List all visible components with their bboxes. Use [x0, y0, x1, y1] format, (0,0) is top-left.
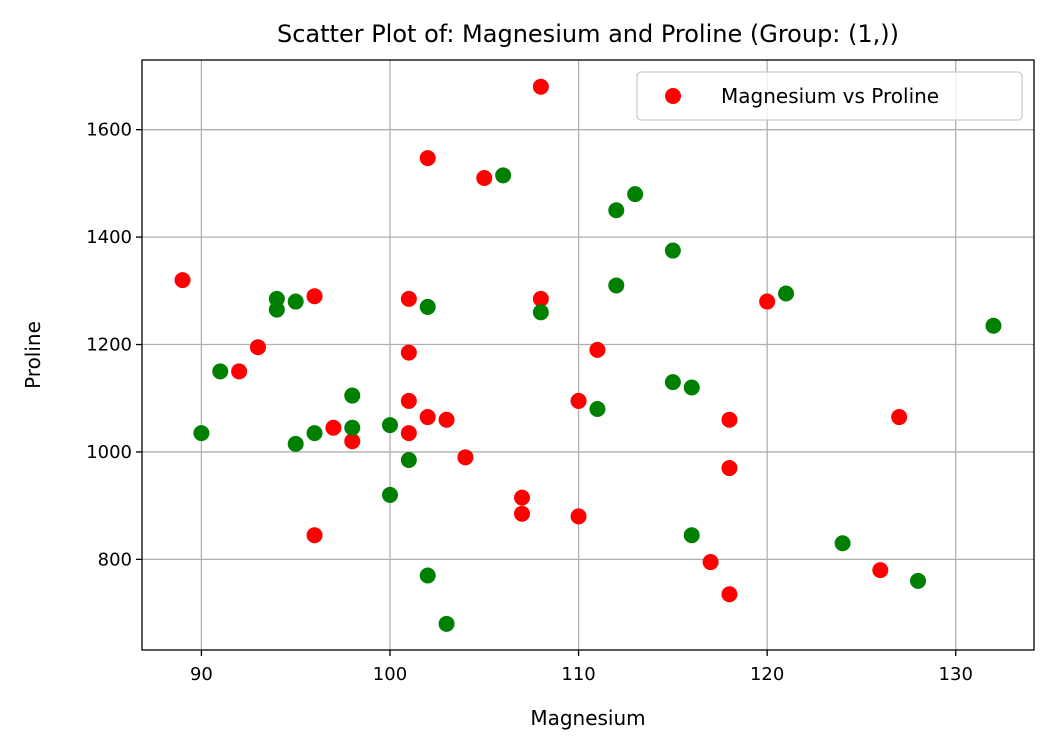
data-point-green [193, 425, 210, 442]
data-points [174, 78, 1002, 632]
y-tick-label: 800 [98, 549, 132, 570]
data-point-red [457, 449, 474, 466]
data-point-green [306, 425, 323, 442]
data-point-red [513, 505, 530, 522]
data-point-red [344, 433, 361, 450]
data-point-red [891, 409, 908, 426]
data-point-green [683, 379, 700, 396]
x-tick-label: 110 [561, 664, 595, 685]
data-point-red [532, 78, 549, 95]
data-point-red [400, 392, 417, 409]
data-point-red [419, 409, 436, 426]
data-point-red [721, 411, 738, 428]
data-point-green [589, 400, 606, 417]
grid [142, 60, 1034, 650]
x-axis-label: Magnesium [530, 706, 645, 730]
data-point-red [702, 554, 719, 571]
data-point-red [476, 170, 493, 187]
data-point-green [664, 242, 681, 259]
data-point-red [325, 419, 342, 436]
data-point-green [985, 317, 1002, 334]
x-tick-label: 100 [373, 664, 407, 685]
data-point-green [438, 615, 455, 632]
legend-label: Magnesium vs Proline [721, 84, 939, 108]
data-point-red [759, 293, 776, 310]
data-point-green [419, 567, 436, 584]
chart-title: Scatter Plot of: Magnesium and Proline (… [277, 20, 899, 48]
data-point-green [608, 277, 625, 294]
data-point-green [683, 527, 700, 544]
data-point-green [212, 363, 229, 380]
y-axis-label: Proline [21, 321, 45, 389]
data-point-green [400, 452, 417, 469]
data-point-green [778, 285, 795, 302]
data-point-red [400, 425, 417, 442]
data-point-red [570, 392, 587, 409]
data-point-red [306, 288, 323, 305]
data-point-red [438, 411, 455, 428]
legend-marker [665, 88, 681, 104]
data-point-red [231, 363, 248, 380]
data-point-red [721, 586, 738, 603]
data-point-green [287, 435, 304, 452]
data-point-green [608, 202, 625, 219]
y-tick-label: 1600 [86, 120, 132, 141]
data-point-green [419, 298, 436, 315]
x-tick-label: 130 [939, 664, 973, 685]
x-tick-label: 120 [750, 664, 784, 685]
plot-frame [141, 59, 1035, 651]
y-tick-label: 1400 [86, 227, 132, 248]
data-point-green [495, 167, 512, 184]
data-point-red [721, 460, 738, 477]
y-tick-label: 1000 [86, 442, 132, 463]
data-point-green [910, 572, 927, 589]
data-point-red [400, 290, 417, 307]
legend-box [636, 71, 1023, 121]
data-point-green [287, 293, 304, 310]
data-point-green [381, 417, 398, 434]
axis-ticks: 90 100 110 120 130 800 1000 1200 1400 1600 [86, 120, 973, 685]
data-point-green [532, 304, 549, 321]
legend: Magnesium vs Proline [636, 71, 1023, 121]
data-point-green [268, 301, 285, 318]
y-tick-label: 1200 [86, 335, 132, 356]
data-point-green [627, 186, 644, 203]
data-point-red [419, 150, 436, 167]
data-point-red [306, 527, 323, 544]
data-point-green [381, 486, 398, 503]
x-tick-label: 90 [190, 664, 213, 685]
data-point-red [249, 339, 266, 356]
data-point-green [834, 535, 851, 552]
data-point-red [570, 508, 587, 525]
data-point-red [532, 290, 549, 307]
data-point-red [872, 562, 889, 579]
data-point-red [174, 272, 191, 289]
data-point-red [513, 489, 530, 506]
data-point-green [344, 387, 361, 404]
data-point-red [589, 341, 606, 358]
data-point-green [664, 374, 681, 391]
data-point-red [400, 344, 417, 361]
data-point-green [344, 419, 361, 436]
